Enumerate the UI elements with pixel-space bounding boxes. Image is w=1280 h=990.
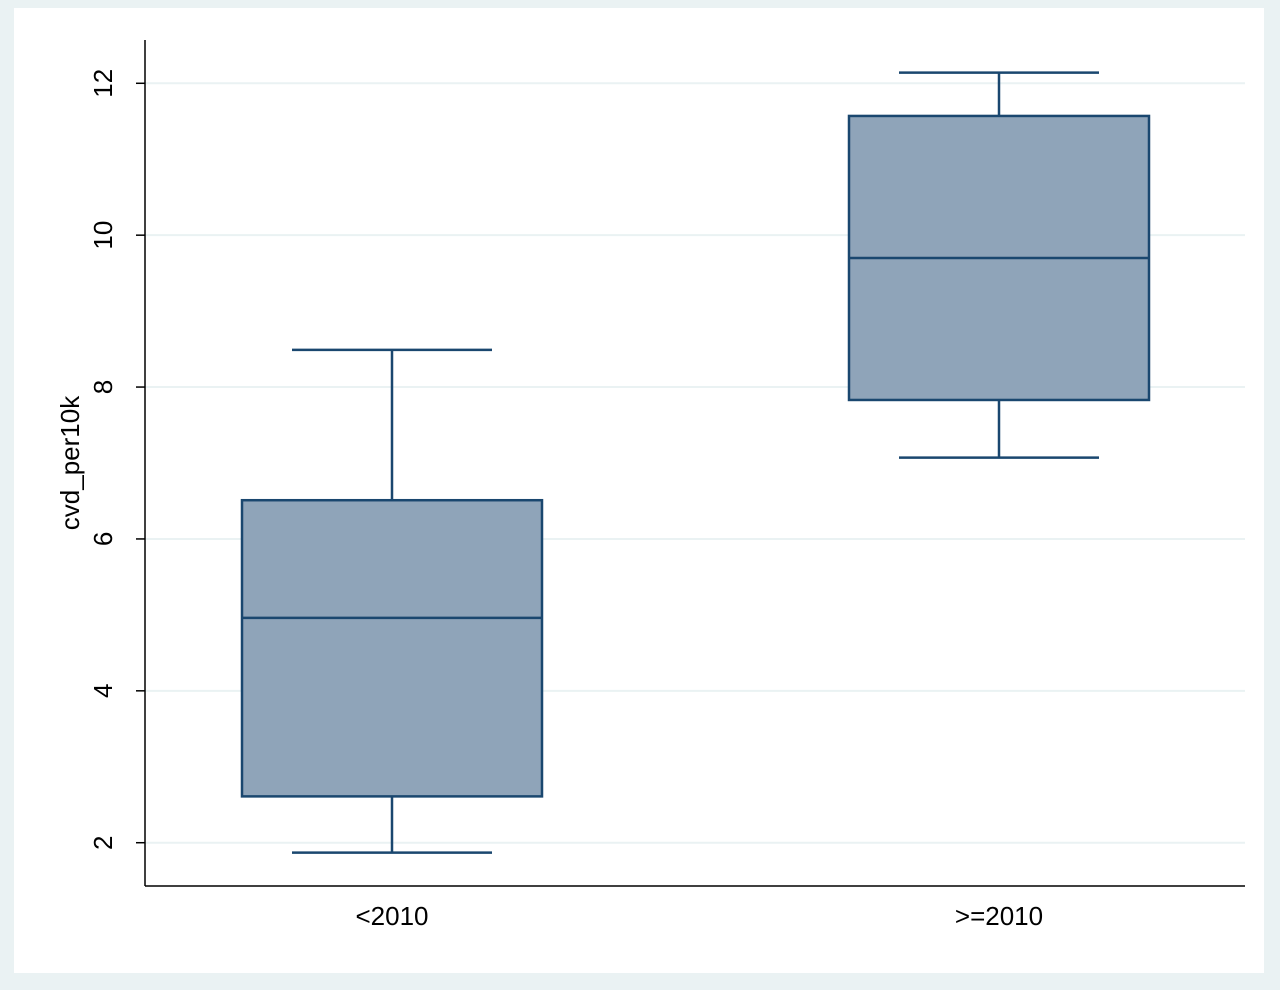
y-tick-label: 2 — [88, 835, 118, 849]
y-tick-label: 12 — [88, 69, 118, 98]
y-tick-label: 4 — [88, 684, 118, 698]
y-tick-label: 8 — [88, 380, 118, 394]
y-tick-label: 6 — [88, 532, 118, 546]
box — [240, 498, 544, 798]
x-tick-label: >=2010 — [955, 901, 1043, 931]
y-tick-label: 10 — [88, 221, 118, 250]
y-axis-title: cvd_per10k — [55, 395, 85, 530]
x-tick-label: <2010 — [355, 901, 428, 931]
